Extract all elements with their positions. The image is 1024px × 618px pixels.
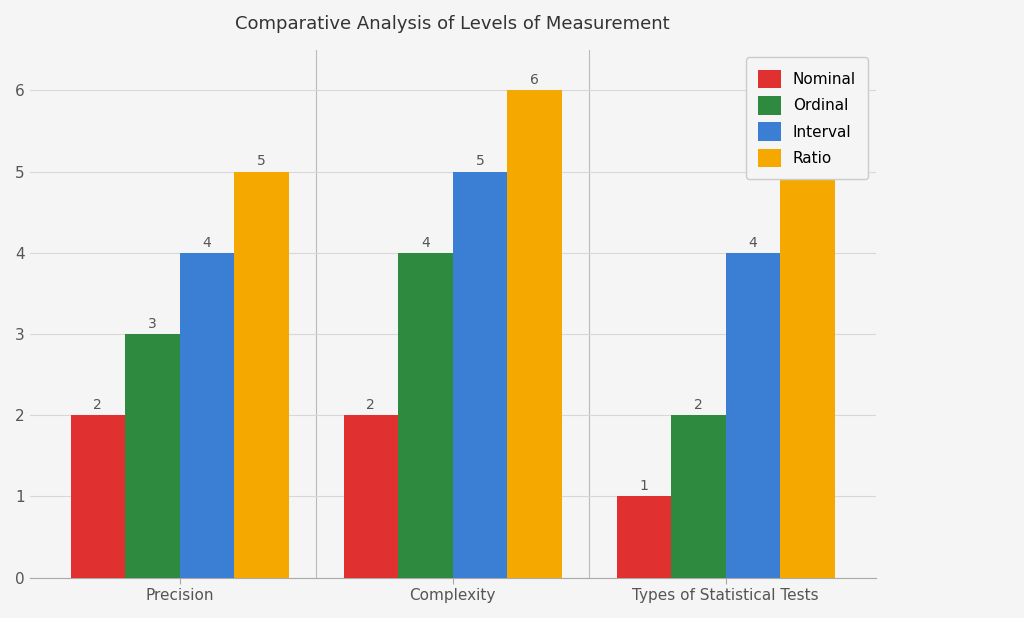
Bar: [71, 415, 125, 578]
Text: 5: 5: [803, 154, 812, 168]
Text: 1: 1: [639, 479, 648, 493]
Text: 3: 3: [148, 317, 157, 331]
Bar: [180, 253, 234, 578]
Text: 6: 6: [530, 73, 539, 87]
Bar: [125, 334, 180, 578]
Bar: [671, 415, 726, 578]
Text: 2: 2: [694, 398, 702, 412]
Text: 4: 4: [203, 235, 211, 250]
Bar: [507, 90, 562, 578]
Text: 5: 5: [257, 154, 266, 168]
Bar: [726, 253, 780, 578]
Bar: [398, 253, 453, 578]
Bar: [234, 172, 289, 578]
Text: 2: 2: [367, 398, 375, 412]
Text: 4: 4: [421, 235, 430, 250]
Legend: Nominal, Ordinal, Interval, Ratio: Nominal, Ordinal, Interval, Ratio: [745, 57, 868, 179]
Text: 4: 4: [749, 235, 758, 250]
Bar: [780, 172, 835, 578]
Bar: [616, 496, 671, 578]
Text: 5: 5: [476, 154, 484, 168]
Title: Comparative Analysis of Levels of Measurement: Comparative Analysis of Levels of Measur…: [236, 15, 670, 33]
Text: 2: 2: [93, 398, 102, 412]
Bar: [343, 415, 398, 578]
Bar: [453, 172, 507, 578]
